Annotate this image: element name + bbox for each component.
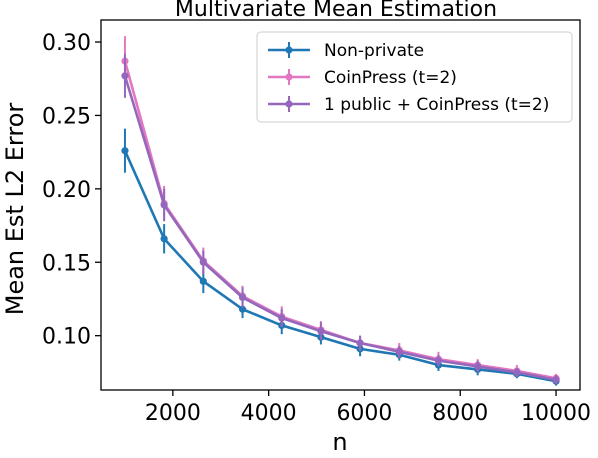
series-layer — [121, 36, 560, 386]
legend-box — [256, 31, 573, 123]
data-point — [160, 201, 168, 209]
data-point — [474, 362, 482, 371]
legend-marker — [285, 46, 293, 54]
legend-entry: 1 public + CoinPress (t=2) — [268, 95, 549, 115]
data-point — [238, 305, 247, 313]
x-axis: 2000 4000 6000 8000 10000 — [145, 390, 591, 426]
series-2 — [121, 53, 560, 385]
y-tick-label: 0.20 — [42, 178, 91, 203]
data-point — [317, 327, 325, 335]
y-tick-label: 0.25 — [42, 104, 91, 129]
chart-title: Multivariate Mean Estimation — [175, 0, 497, 22]
series-line — [123, 75, 557, 381]
x-tick-label: 6000 — [336, 401, 392, 426]
data-point — [395, 348, 403, 356]
legend-marker — [285, 73, 293, 81]
y-tick-label: 0.15 — [42, 251, 91, 276]
data-point — [356, 339, 364, 347]
data-point — [238, 293, 247, 302]
legend-label: 1 public + CoinPress (t=2) — [324, 95, 549, 115]
series-line — [123, 150, 557, 383]
legend-marker — [285, 100, 293, 108]
data-point — [199, 258, 207, 266]
legend: Non-private CoinPress (t=2) 1 public + Coi… — [256, 31, 573, 123]
data-point — [434, 357, 443, 365]
data-point — [278, 314, 286, 322]
data-point — [199, 277, 207, 285]
legend-label: CoinPress (t=2) — [324, 68, 457, 88]
legend-label: Non-private — [324, 41, 424, 61]
legend-entry: CoinPress (t=2) — [268, 68, 457, 88]
x-tick-label: 8000 — [432, 401, 488, 426]
x-tick-label: 4000 — [241, 401, 297, 426]
y-axis: 0.10 0.15 0.20 0.25 0.30 — [42, 31, 101, 350]
x-tick-label: 2000 — [145, 401, 201, 426]
data-point — [160, 235, 168, 243]
plot-frame — [100, 19, 581, 391]
y-axis-label: Mean Est L2 Error — [1, 103, 29, 316]
data-point — [121, 72, 129, 80]
y-tick-label: 0.10 — [42, 325, 91, 350]
data-point — [552, 376, 560, 384]
y-tick-label: 0.30 — [42, 31, 91, 56]
data-point — [513, 368, 521, 376]
x-tick-label: 10000 — [521, 401, 591, 426]
x-axis-label: n — [332, 428, 347, 456]
series-0 — [121, 128, 560, 386]
data-point — [121, 147, 129, 155]
legend-entry: Non-private — [268, 41, 424, 61]
